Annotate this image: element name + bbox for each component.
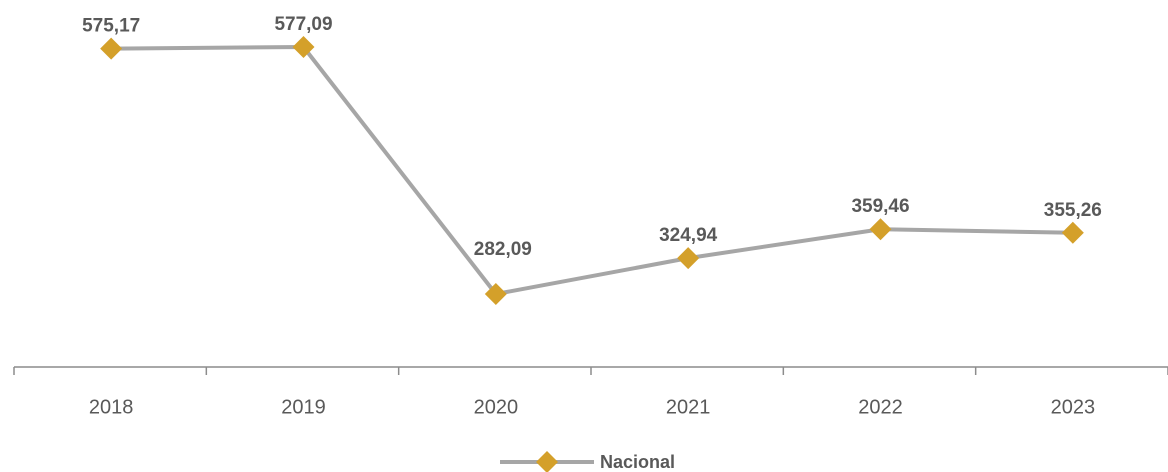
x-tick-label: 2020 — [474, 396, 519, 418]
legend-marker — [536, 451, 558, 472]
data-marker — [1061, 221, 1084, 244]
data-marker — [484, 283, 507, 305]
data-line — [111, 45, 1073, 296]
x-tick-label: 2022 — [858, 396, 903, 418]
data-marker — [100, 37, 123, 60]
data-marker — [292, 36, 315, 58]
data-label: 575,17 — [82, 16, 140, 37]
x-tick-label: 2019 — [281, 396, 326, 418]
data-label: 359,46 — [851, 196, 909, 217]
legend-label: Nacional — [600, 452, 675, 472]
data-label: 282,09 — [474, 239, 532, 260]
data-marker — [869, 218, 892, 241]
x-tick-label: 2023 — [1051, 396, 1096, 418]
data-label: 355,26 — [1044, 200, 1102, 221]
data-marker — [677, 247, 700, 270]
data-label: 324,94 — [659, 225, 718, 246]
data-label: 577,09 — [274, 14, 332, 35]
x-tick-label: 2018 — [89, 396, 134, 418]
x-tick-label: 2021 — [666, 396, 711, 418]
